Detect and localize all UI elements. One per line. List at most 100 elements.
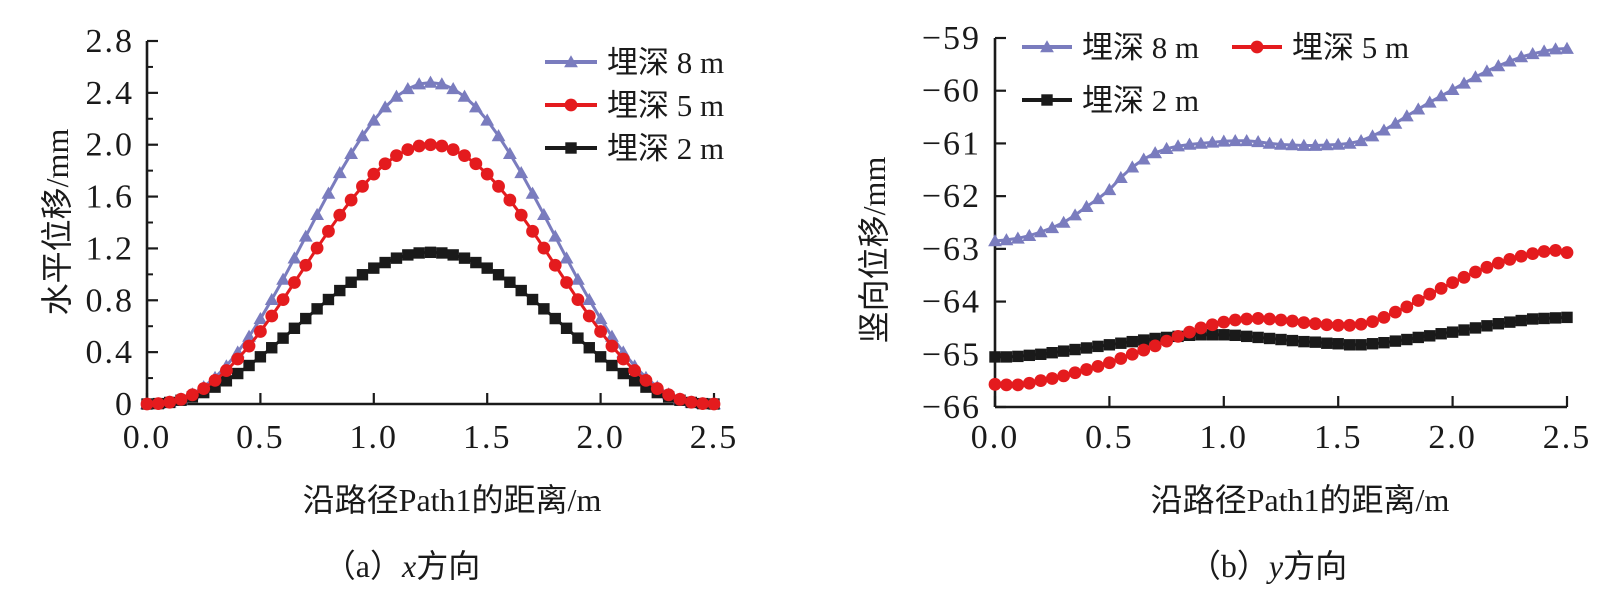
legend-label: 埋深 2 m bbox=[1082, 83, 1199, 118]
triangle-marker bbox=[1148, 146, 1163, 159]
triangle-marker bbox=[548, 229, 563, 242]
x-tick-label: 2.0 bbox=[576, 419, 625, 456]
square-marker bbox=[334, 284, 346, 297]
triangle-marker bbox=[1068, 208, 1082, 221]
triangle-marker bbox=[1102, 183, 1117, 196]
square-marker bbox=[1000, 351, 1013, 363]
triangle-marker bbox=[1296, 138, 1311, 151]
triangle-marker bbox=[1422, 95, 1437, 108]
x-tick-label: 2.0 bbox=[1428, 419, 1477, 456]
circle-marker bbox=[1514, 249, 1528, 263]
square-marker bbox=[504, 276, 516, 288]
circle-marker bbox=[1354, 317, 1368, 331]
triangle-marker bbox=[1216, 134, 1231, 147]
circle-marker bbox=[254, 325, 267, 338]
circle-marker bbox=[988, 377, 1002, 391]
square-marker bbox=[1195, 329, 1207, 341]
triangle-marker bbox=[1056, 215, 1071, 228]
x-tick-label: 0.0 bbox=[123, 419, 172, 456]
circle-marker bbox=[1274, 313, 1288, 327]
circle-marker bbox=[1160, 334, 1173, 348]
circle-marker bbox=[299, 258, 313, 272]
circle-marker bbox=[185, 388, 199, 402]
circle-marker bbox=[1286, 314, 1299, 328]
triangle-marker bbox=[1308, 138, 1323, 151]
triangle-marker bbox=[1548, 42, 1563, 55]
triangle-marker bbox=[253, 312, 268, 325]
square-marker bbox=[1343, 339, 1356, 351]
circle-marker bbox=[1389, 305, 1402, 319]
triangle-marker bbox=[1182, 137, 1197, 150]
legend-item-depth-2m: 埋深 2 m bbox=[1022, 83, 1199, 118]
square-marker bbox=[628, 375, 641, 387]
x-tick-label: 1.5 bbox=[1314, 419, 1363, 456]
legend-item-depth-8m: 埋深 8 m bbox=[1022, 30, 1199, 65]
y-tick-label: −59 bbox=[922, 20, 981, 57]
circle-marker bbox=[344, 193, 358, 207]
triangle-marker bbox=[1502, 54, 1517, 67]
triangle-marker bbox=[1091, 191, 1105, 205]
circle-marker bbox=[616, 352, 630, 366]
square-marker bbox=[481, 262, 493, 274]
triangle-marker bbox=[412, 77, 427, 90]
circle-marker bbox=[412, 139, 426, 153]
circle-marker bbox=[1503, 253, 1517, 266]
triangle-marker bbox=[298, 229, 313, 242]
legend-label: 埋深 8 m bbox=[607, 45, 724, 80]
square-marker bbox=[390, 252, 403, 264]
x-tick-label: 0.5 bbox=[1085, 419, 1134, 456]
circle-marker bbox=[1446, 276, 1459, 289]
circle-marker bbox=[564, 98, 578, 112]
panel-a: 0 0.4 0.8 1.2 1.6 2.0 2.4 2.8 0.0 0.5 1.0 1.5 2.0 2.5… bbox=[86, 23, 739, 456]
triangle-marker bbox=[999, 233, 1014, 246]
square-marker bbox=[1526, 313, 1539, 325]
y-tick-label: 0.8 bbox=[86, 282, 135, 319]
circle-marker bbox=[1480, 260, 1494, 274]
triangle-marker bbox=[582, 292, 597, 305]
circle-marker bbox=[242, 339, 256, 353]
y-axis-title-a: 水平位移/mm bbox=[39, 128, 75, 316]
square-marker bbox=[640, 381, 652, 393]
square-marker bbox=[1023, 349, 1036, 362]
x-axis-title-b: 沿路径Path1的距离/m bbox=[1150, 482, 1450, 518]
square-marker bbox=[345, 276, 357, 288]
square-marker bbox=[1206, 329, 1219, 341]
triangle-marker bbox=[1228, 133, 1243, 147]
triangle-marker bbox=[1239, 133, 1254, 147]
x-axis-title-a: 沿路径Path1的距离/m bbox=[302, 482, 602, 518]
y-tick-label: 0.4 bbox=[86, 334, 135, 371]
square-marker bbox=[492, 269, 505, 281]
square-marker bbox=[288, 322, 301, 334]
triangle-marker bbox=[389, 89, 404, 102]
square-marker bbox=[220, 375, 233, 387]
circle-marker bbox=[1526, 247, 1540, 261]
circle-marker bbox=[696, 397, 710, 411]
x-tick-label: 2.5 bbox=[690, 419, 739, 456]
circle-marker bbox=[378, 157, 392, 171]
square-marker bbox=[1515, 314, 1527, 327]
triangle-marker bbox=[264, 292, 279, 305]
triangle-marker bbox=[1319, 138, 1334, 151]
circle-marker bbox=[401, 143, 415, 157]
triangle-marker bbox=[276, 272, 290, 285]
square-marker bbox=[322, 293, 335, 306]
circle-marker bbox=[310, 241, 324, 255]
y-tick-label: −64 bbox=[922, 284, 981, 321]
circle-marker bbox=[480, 167, 494, 181]
square-marker bbox=[1321, 337, 1333, 349]
circle-marker bbox=[1057, 369, 1071, 383]
circle-marker bbox=[1114, 352, 1128, 365]
circle-marker bbox=[265, 309, 279, 323]
circle-marker bbox=[605, 339, 619, 353]
circle-marker bbox=[1263, 312, 1276, 326]
square-marker bbox=[266, 342, 278, 354]
panel-b: −66 −65 −64 −63 −62 −61 −60 −59 0.0 0.5 1.0 1.5 2.0 2… bbox=[922, 20, 1589, 456]
caption-b-prefix: （b） bbox=[1188, 548, 1269, 584]
square-marker bbox=[1458, 324, 1470, 336]
series-b-depth-2m bbox=[989, 311, 1573, 363]
triangle-marker bbox=[1537, 44, 1552, 57]
circle-marker bbox=[560, 276, 573, 289]
y-tick-label: 1.6 bbox=[86, 179, 135, 216]
square-marker bbox=[583, 342, 595, 354]
circle-marker bbox=[1423, 287, 1437, 301]
